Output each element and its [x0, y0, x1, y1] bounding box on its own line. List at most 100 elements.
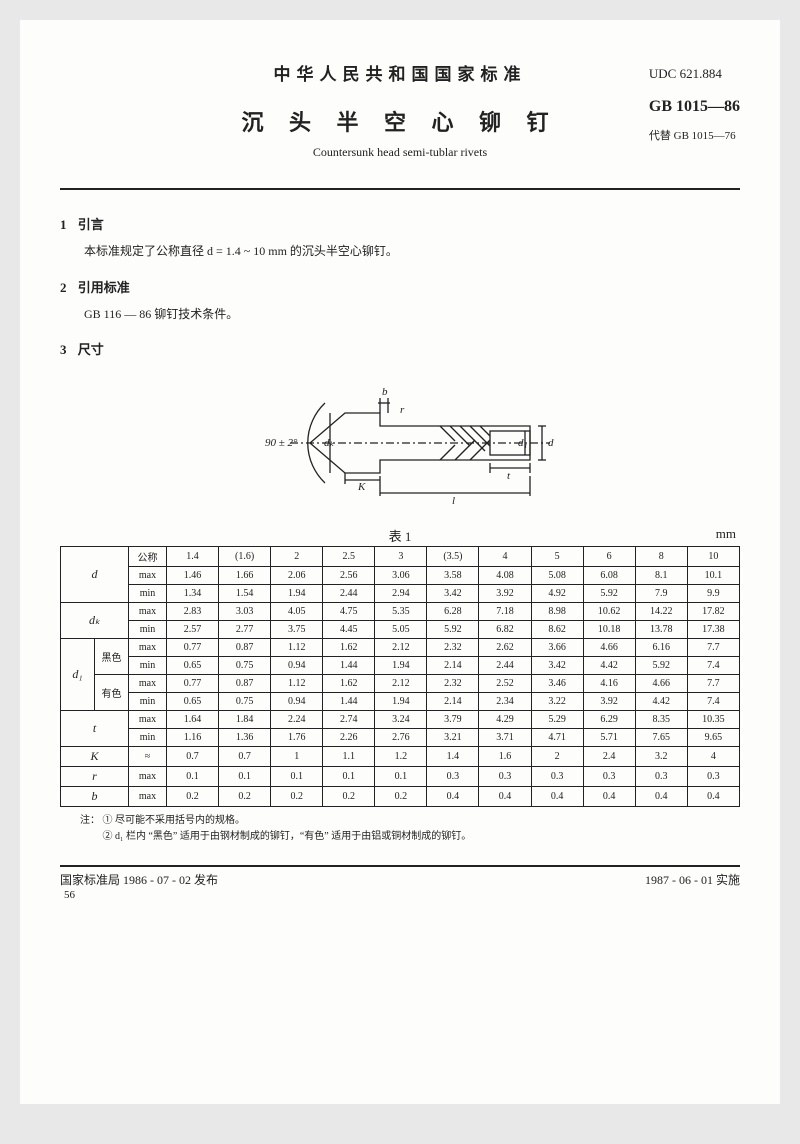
col-header: 1.4 — [167, 547, 219, 567]
row-type: min — [129, 729, 167, 747]
table-cell: 3.42 — [531, 657, 583, 675]
row-type: max — [129, 567, 167, 585]
table-cell: 7.4 — [687, 657, 739, 675]
table-cell: 0.2 — [271, 787, 323, 807]
table-cell: 6.82 — [479, 621, 531, 639]
row-r-sym: r — [61, 767, 129, 787]
row-type: max — [129, 767, 167, 787]
table-cell: 0.4 — [427, 787, 479, 807]
row-type: max — [129, 711, 167, 729]
table-cell: 0.1 — [271, 767, 323, 787]
table-cell: 14.22 — [635, 603, 687, 621]
table-cell: 1.54 — [219, 585, 271, 603]
table-cell: 1.1 — [323, 747, 375, 767]
row-d1-black: 黑色 — [95, 639, 129, 675]
row-d-sym: d — [61, 547, 129, 603]
table-cell: 0.3 — [427, 767, 479, 787]
table-cell: 6.29 — [583, 711, 635, 729]
table-cell: 4.16 — [583, 675, 635, 693]
table-cell: 10.35 — [687, 711, 739, 729]
table-cell: 10.62 — [583, 603, 635, 621]
row-type: max — [129, 675, 167, 693]
section-1-heading: 1 引言 — [60, 214, 740, 233]
table-cell: 2.12 — [375, 639, 427, 657]
diagram-t: t — [507, 470, 511, 482]
table-cell: 1.62 — [323, 675, 375, 693]
diagram-dk: dₖ — [324, 437, 335, 449]
table-cell: 7.7 — [687, 675, 739, 693]
table-cell: 1.16 — [167, 729, 219, 747]
table-cell: 8.35 — [635, 711, 687, 729]
table-cell: 4.75 — [323, 603, 375, 621]
footer-effective: 1987 - 06 - 01 实施 — [645, 871, 740, 888]
replace-code: 代替 GB 1015—76 — [649, 124, 740, 148]
section-3-num: 3 — [60, 342, 67, 357]
table-cell: 7.7 — [687, 639, 739, 657]
table-cell: 0.1 — [167, 767, 219, 787]
table-cell: 1.94 — [375, 657, 427, 675]
table-cell: 1.62 — [323, 639, 375, 657]
table-cell: 1.34 — [167, 585, 219, 603]
col-header: 2.5 — [323, 547, 375, 567]
table-cell: 2.34 — [479, 693, 531, 711]
table-cell: 5.05 — [375, 621, 427, 639]
row-type: max — [129, 639, 167, 657]
notes-lead: 注： — [80, 815, 100, 826]
table-cell: 2.62 — [479, 639, 531, 657]
row-d1-color: 有色 — [95, 675, 129, 711]
col-header: 8 — [635, 547, 687, 567]
table-cell: 0.87 — [219, 639, 271, 657]
table-cell: 4.45 — [323, 621, 375, 639]
table-cell: 2.12 — [375, 675, 427, 693]
table-cell: 0.7 — [219, 747, 271, 767]
table-cell: 3.2 — [635, 747, 687, 767]
table-cell: 2.26 — [323, 729, 375, 747]
table-cell: 0.75 — [219, 693, 271, 711]
table-cell: 5.92 — [635, 657, 687, 675]
row-type: ≈ — [129, 747, 167, 767]
table-cell: 2.32 — [427, 639, 479, 657]
table-cell: 1.64 — [167, 711, 219, 729]
table-cell: 1.94 — [375, 693, 427, 711]
table-cell: 3.03 — [219, 603, 271, 621]
table-cell: 1.94 — [271, 585, 323, 603]
col-header: 5 — [531, 547, 583, 567]
table-cell: 1.44 — [323, 657, 375, 675]
notes-block: 注： ① 尽可能不采用括号内的规格。 注： ② d₁ 栏内 “黑色” 适用于由钢… — [80, 813, 740, 845]
rivet-diagram: 90 ± 2° b r dₖ K d₁ d t l — [230, 368, 570, 518]
col-header: 3 — [375, 547, 427, 567]
table-cell: 2.44 — [479, 657, 531, 675]
table-cell: 1.2 — [375, 747, 427, 767]
table-cell: 3.75 — [271, 621, 323, 639]
udc-code: UDC 621.884 — [649, 60, 740, 89]
table-cell: 3.71 — [479, 729, 531, 747]
table-cell: 2.94 — [375, 585, 427, 603]
table-cell: 3.46 — [531, 675, 583, 693]
table-cell: 0.1 — [323, 767, 375, 787]
col-header: 6 — [583, 547, 635, 567]
note-1: ① 尽可能不采用括号内的规格。 — [103, 815, 246, 826]
table-cell: 0.1 — [375, 767, 427, 787]
diagram-angle: 90 ± 2° — [265, 437, 298, 449]
table-cell: 3.58 — [427, 567, 479, 585]
table-cell: 6.28 — [427, 603, 479, 621]
table-cell: 0.94 — [271, 693, 323, 711]
table-cell: 0.4 — [583, 787, 635, 807]
row-type: max — [129, 787, 167, 807]
table-cell: 17.38 — [687, 621, 739, 639]
table-title-row: 表 1 mm — [60, 526, 740, 544]
table-cell: 1.66 — [219, 567, 271, 585]
table-cell: 3.79 — [427, 711, 479, 729]
table-cell: 7.9 — [635, 585, 687, 603]
table-cell: 2.76 — [375, 729, 427, 747]
table-cell: 1.12 — [271, 675, 323, 693]
table-cell: 1.4 — [427, 747, 479, 767]
table-cell: 3.42 — [427, 585, 479, 603]
table-cell: 2.4 — [583, 747, 635, 767]
table-cell: 5.08 — [531, 567, 583, 585]
col-header: (3.5) — [427, 547, 479, 567]
table-cell: 2.57 — [167, 621, 219, 639]
table-cell: 0.4 — [479, 787, 531, 807]
col-header: 4 — [479, 547, 531, 567]
table-cell: 0.1 — [219, 767, 271, 787]
